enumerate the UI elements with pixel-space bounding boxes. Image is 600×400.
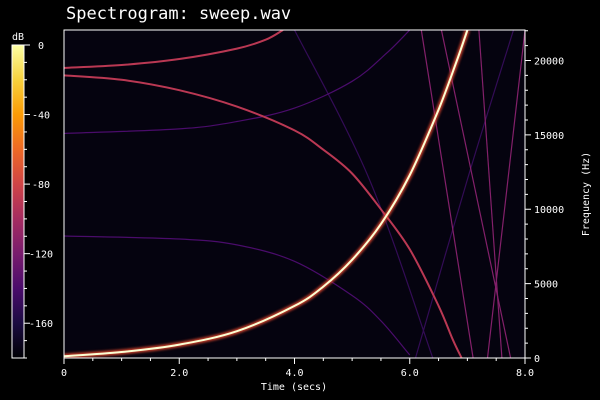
series-aliased-harmonic xyxy=(478,30,503,358)
chart-title: Spectrogram: sweep.wav xyxy=(66,4,292,24)
series-aliased-harmonic xyxy=(414,30,515,358)
colorbar-tick-label: -160 xyxy=(29,319,53,330)
x-tick-label: 8.0 xyxy=(516,368,534,379)
colorbar-label: dB xyxy=(12,32,24,43)
series-upper-arc xyxy=(64,30,284,69)
colorbar xyxy=(11,44,25,359)
series-mirror-alias xyxy=(64,74,463,358)
colorbar-tick-label: -40 xyxy=(32,111,50,122)
colorbar-tick-label: -80 xyxy=(32,180,50,191)
y-tick-label: 20000 xyxy=(534,56,564,67)
series-aliased-harmonic xyxy=(293,30,434,358)
y-tick-label: 15000 xyxy=(534,131,564,142)
x-axis-label: Time (secs) xyxy=(261,382,327,393)
series-aliased-harmonic xyxy=(440,30,512,358)
series-aliased-harmonic xyxy=(420,30,474,358)
series-fundamental xyxy=(64,30,469,358)
plot-background xyxy=(64,30,525,358)
y-tick-label: 0 xyxy=(534,354,540,365)
y-axis-label: Frequency (Hz) xyxy=(581,152,592,236)
y-tick-label: 10000 xyxy=(534,205,564,216)
y-tick-label: 5000 xyxy=(534,280,558,291)
x-tick-label: 2.0 xyxy=(170,368,188,379)
series-aliased-harmonic xyxy=(64,235,411,356)
colorbar-tick-label: -120 xyxy=(29,250,53,261)
x-tick-label: 6.0 xyxy=(401,368,419,379)
series-aliased-harmonic xyxy=(486,30,525,358)
x-tick-label: 4.0 xyxy=(285,368,303,379)
colorbar-tick-label: 0 xyxy=(38,41,44,52)
series-aliased-harmonic xyxy=(64,30,411,134)
x-tick-label: 0 xyxy=(61,368,67,379)
